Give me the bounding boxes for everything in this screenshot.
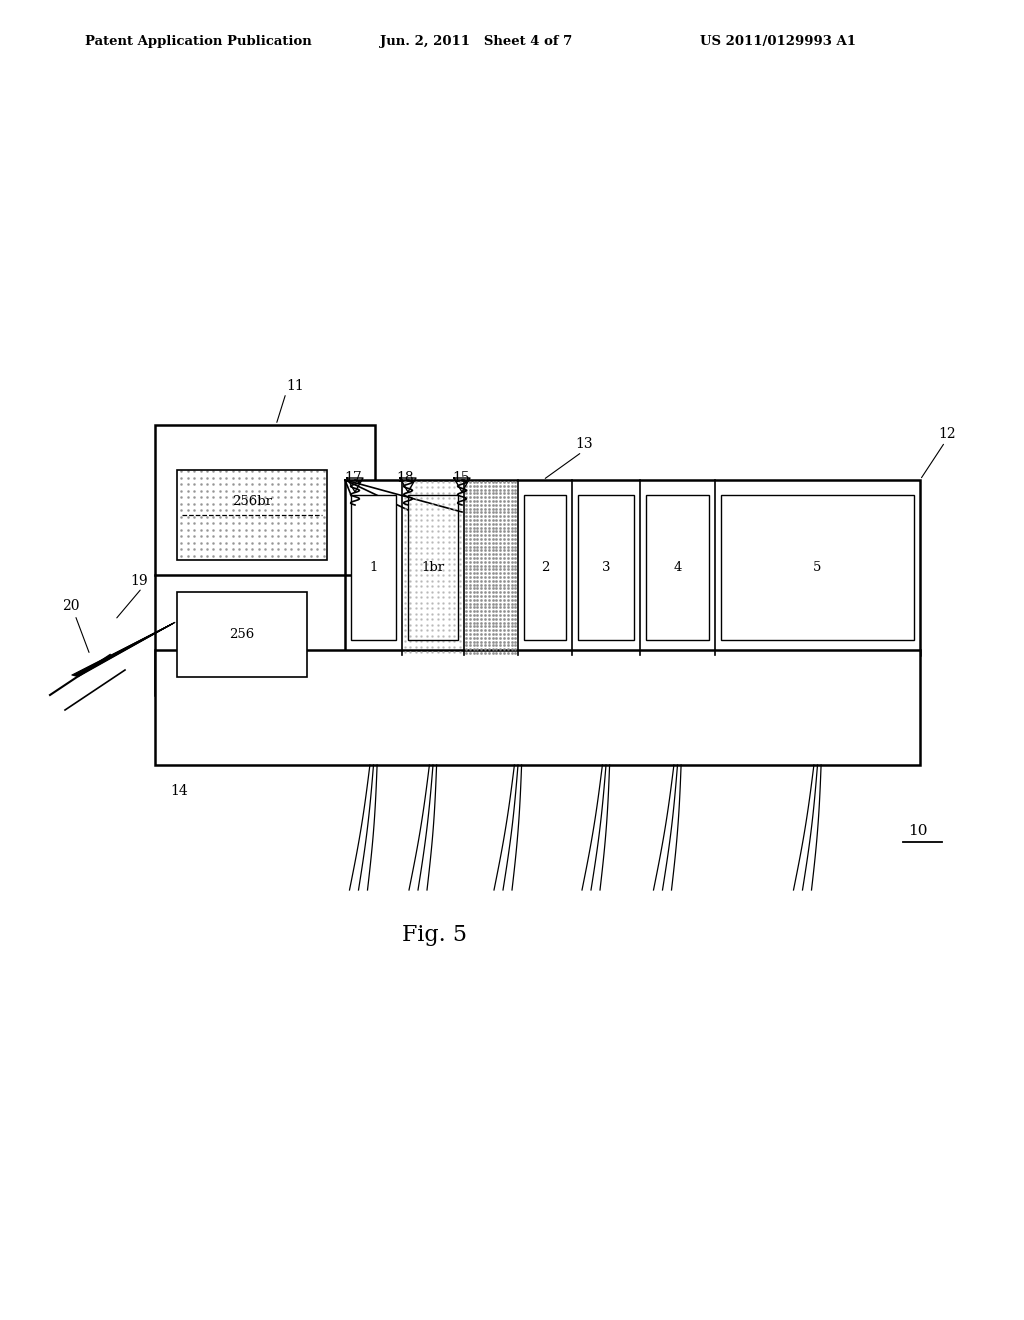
Text: Patent Application Publication: Patent Application Publication xyxy=(85,36,311,48)
Text: 17: 17 xyxy=(344,471,361,484)
Text: 1br: 1br xyxy=(422,561,444,574)
Text: 2: 2 xyxy=(541,561,549,574)
Bar xyxy=(524,495,566,640)
Text: 256: 256 xyxy=(229,628,255,642)
Text: 5: 5 xyxy=(813,561,821,574)
Text: Jun. 2, 2011   Sheet 4 of 7: Jun. 2, 2011 Sheet 4 of 7 xyxy=(380,36,572,48)
Text: Fig. 5: Fig. 5 xyxy=(402,924,468,946)
Bar xyxy=(408,495,458,640)
Text: 18: 18 xyxy=(396,471,414,484)
Text: 13: 13 xyxy=(575,437,593,451)
Bar xyxy=(177,591,307,677)
Text: 1: 1 xyxy=(370,561,378,574)
Text: 4: 4 xyxy=(674,561,682,574)
Text: 3: 3 xyxy=(602,561,610,574)
Text: 15: 15 xyxy=(452,471,470,484)
Bar xyxy=(351,495,396,640)
Text: 20: 20 xyxy=(62,599,80,612)
Text: 14: 14 xyxy=(170,784,187,799)
Bar xyxy=(345,480,920,655)
Bar xyxy=(646,495,709,640)
Bar xyxy=(155,649,920,766)
Bar xyxy=(155,425,375,696)
Text: 12: 12 xyxy=(938,426,955,441)
Bar xyxy=(177,470,327,560)
Text: 19: 19 xyxy=(130,574,147,587)
Bar xyxy=(721,495,914,640)
Bar xyxy=(578,495,634,640)
Text: 256br: 256br xyxy=(232,495,272,508)
Text: US 2011/0129993 A1: US 2011/0129993 A1 xyxy=(700,36,856,48)
Text: 11: 11 xyxy=(286,379,304,393)
Text: 10: 10 xyxy=(908,824,928,838)
